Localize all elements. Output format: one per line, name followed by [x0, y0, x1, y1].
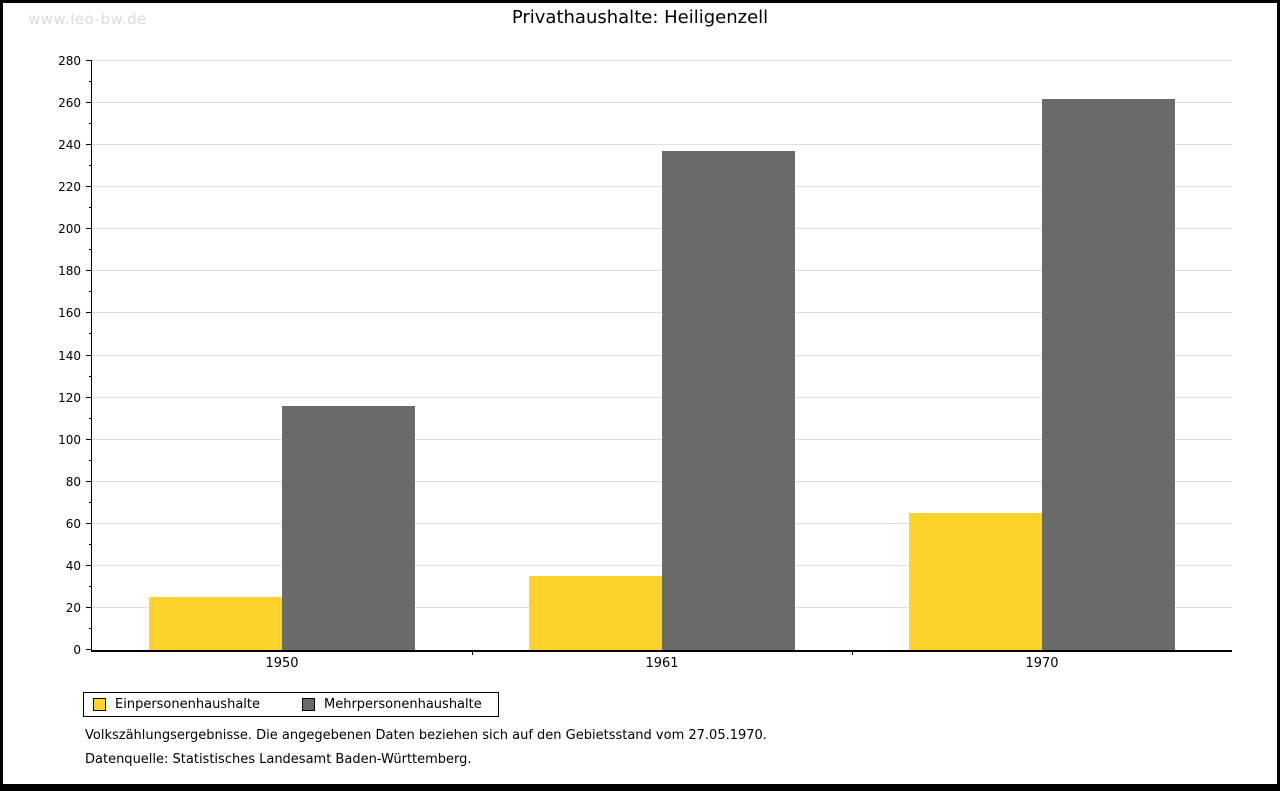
y-axis-minor-tick: [89, 81, 92, 83]
plot-area: 0 20 40 60 80 100 120 140 160 180 200 220 240 260 280 1…: [58, 54, 1232, 671]
legend-item-mehrpersonenhaushalte: Mehrpersonenhaushalte: [302, 697, 482, 712]
y-axis-tick-label: 160: [58, 306, 81, 321]
y-axis-major-tick: [86, 649, 92, 650]
legend-swatch-yellow-icon: [93, 698, 106, 711]
x-axis-boundary-tick: [852, 650, 853, 655]
y-axis-tick-label: 80: [65, 474, 81, 489]
y-axis-major-tick: [86, 354, 92, 356]
y-axis-minor-tick: [89, 375, 92, 377]
y-axis-minor-tick: [89, 249, 92, 251]
y-axis-major-tick: [86, 228, 92, 230]
watermark: www.leo-bw.de: [28, 10, 147, 28]
y-axis-tick-label: 40: [65, 558, 81, 573]
y-axis-tick-label: 220: [58, 180, 81, 195]
y-axis-major-tick: [86, 606, 92, 608]
y-axis-major-tick: [86, 438, 92, 440]
bar-1961-mehrpersonen: [662, 151, 796, 650]
gridline: [92, 60, 1232, 61]
y-axis-major-tick: [86, 144, 92, 146]
legend-label: Einpersonenhaushalte: [115, 697, 260, 712]
bar-1970-mehrpersonen: [1042, 98, 1176, 650]
bar-1970-einpersonen: [908, 513, 1042, 650]
y-axis-minor-tick: [89, 165, 92, 167]
y-axis-tick-label: 240: [58, 138, 81, 153]
y-axis-major-tick: [86, 480, 92, 482]
legend-label: Mehrpersonenhaushalte: [324, 697, 482, 712]
footer-source-note: Volkszählungsergebnisse. Die angegebenen…: [85, 728, 767, 743]
y-axis-major-tick: [86, 186, 92, 188]
y-axis-major-tick: [86, 564, 92, 566]
bar-1950-mehrpersonen: [282, 406, 416, 650]
y-axis-label: Anzahl: [0, 59, 7, 103]
y-axis-minor-tick: [89, 627, 92, 629]
bar-1950-einpersonen: [148, 597, 282, 650]
y-axis-minor-tick: [89, 585, 92, 587]
y-axis-tick-label: 0: [73, 643, 81, 657]
y-axis-tick-label: 200: [58, 222, 81, 237]
legend-item-einpersonenhaushalte: Einpersonenhaushalte: [93, 697, 260, 712]
chart-title: Privathaushalte: Heiligenzell: [511, 7, 769, 28]
y-axis-minor-tick: [89, 291, 92, 293]
x-axis-category-label: 1970: [1025, 656, 1059, 671]
y-axis-major-tick: [86, 270, 92, 272]
y-axis-tick-label: 260: [58, 96, 81, 111]
y-axis-tick-label: 180: [58, 264, 81, 279]
legend: Einpersonenhaushalte Mehrpersonenhaushal…: [83, 692, 499, 717]
y-axis-minor-tick: [89, 123, 92, 125]
y-axis-tick-label: 20: [65, 600, 81, 615]
y-axis-tick-label: 140: [58, 348, 81, 363]
y-axis-minor-tick: [89, 207, 92, 209]
gridline: [92, 144, 1232, 146]
gridline: [92, 102, 1232, 104]
y-axis-major-tick: [86, 396, 92, 398]
y-axis-minor-tick: [89, 333, 92, 335]
y-axis-minor-tick: [89, 417, 92, 419]
y-axis-major-tick: [86, 522, 92, 524]
y-axis-minor-tick: [89, 501, 92, 503]
legend-swatch-gray-icon: [302, 698, 315, 711]
x-axis-boundary-tick: [472, 650, 473, 655]
bar-1961-einpersonen: [528, 576, 662, 650]
y-axis-major-tick: [86, 312, 92, 314]
y-axis-tick-label: 60: [65, 516, 81, 531]
y-axis-tick-label: 120: [58, 390, 81, 405]
y-axis-tick-label: 100: [58, 432, 81, 447]
x-axis-category-label: 1950: [265, 656, 299, 671]
y-axis-major-tick: [86, 102, 92, 104]
footer-data-source: Datenquelle: Statistisches Landesamt Bad…: [85, 752, 472, 767]
x-axis-category-label: 1961: [645, 656, 679, 671]
y-axis-minor-tick: [89, 543, 92, 545]
y-axis-minor-tick: [89, 459, 92, 461]
y-axis-major-tick: [86, 60, 92, 61]
y-axis-tick-label: 280: [58, 54, 81, 68]
